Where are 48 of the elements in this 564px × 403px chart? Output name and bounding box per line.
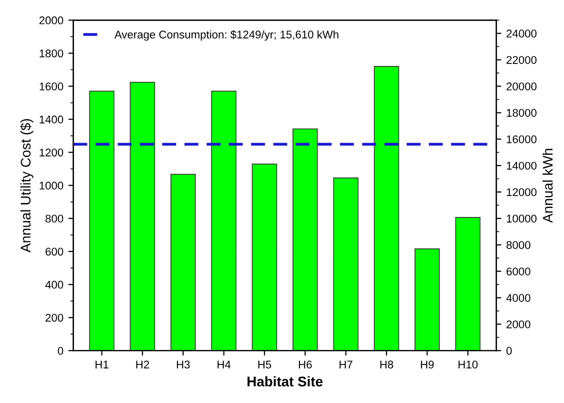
- x-tick-label: H8: [380, 360, 394, 368]
- y-tick-label: 1800: [40, 49, 64, 58]
- y2-tick-label: 24000: [506, 30, 537, 38]
- bar: [292, 128, 318, 351]
- y2-tick-label: 6000: [506, 268, 530, 276]
- y-tick-label: 0: [58, 346, 64, 355]
- y2-tick-label: 18000: [506, 108, 537, 117]
- bar: [252, 164, 278, 351]
- x-tick-label: H6: [298, 360, 312, 368]
- y-tick-label: 1000: [40, 182, 64, 190]
- x-tick-label: H5: [258, 360, 272, 368]
- y2-tick-label: 20000: [506, 82, 537, 90]
- y2-tick-label: 2000: [506, 320, 530, 328]
- bar: [170, 174, 196, 351]
- legend-label: Average Consumption: $1249/yr; 15,610 kWh: [114, 30, 338, 41]
- bar: [130, 82, 156, 351]
- y2-tick-label: 4000: [506, 294, 530, 302]
- y2-tick-label: 12000: [506, 188, 537, 196]
- x-tick-label: H2: [136, 360, 150, 368]
- y-tick-label: 1400: [40, 116, 64, 124]
- bar: [455, 217, 480, 351]
- y2-axis-title: Annual kWh: [542, 148, 553, 223]
- y-tick-label: 1200: [40, 148, 64, 156]
- x-axis-title: Habitat Site: [248, 376, 323, 386]
- bar: [414, 248, 440, 351]
- y2-tick-label: 0: [506, 346, 512, 355]
- y-tick-label: 200: [46, 314, 64, 322]
- y-tick-label: 600: [46, 248, 64, 256]
- x-tick-label: H3: [176, 360, 190, 368]
- y2-tick-label: 10000: [506, 214, 537, 223]
- x-tick-label: H9: [420, 360, 434, 368]
- bar: [333, 178, 358, 351]
- y-axis-title: Annual Utility Cost ($): [20, 119, 34, 252]
- x-tick-label: H1: [96, 360, 108, 368]
- x-tick-label: H4: [218, 360, 231, 368]
- bar: [211, 90, 236, 351]
- y-tick-label: 400: [45, 280, 64, 289]
- y-tick-label: 800: [46, 214, 64, 223]
- y2-tick-label: 14000: [506, 162, 537, 170]
- y-tick-label: 2000: [39, 16, 64, 24]
- y2-tick-label: 22000: [506, 56, 537, 64]
- y2-tick-label: 16000: [506, 135, 537, 144]
- y-tick-label: 1600: [40, 82, 64, 90]
- y2-tick-label: 8000: [506, 241, 530, 249]
- bar: [89, 90, 114, 351]
- bar: [374, 66, 400, 351]
- x-tick-label: H7: [340, 360, 352, 368]
- x-tick-label: H10: [458, 360, 478, 368]
